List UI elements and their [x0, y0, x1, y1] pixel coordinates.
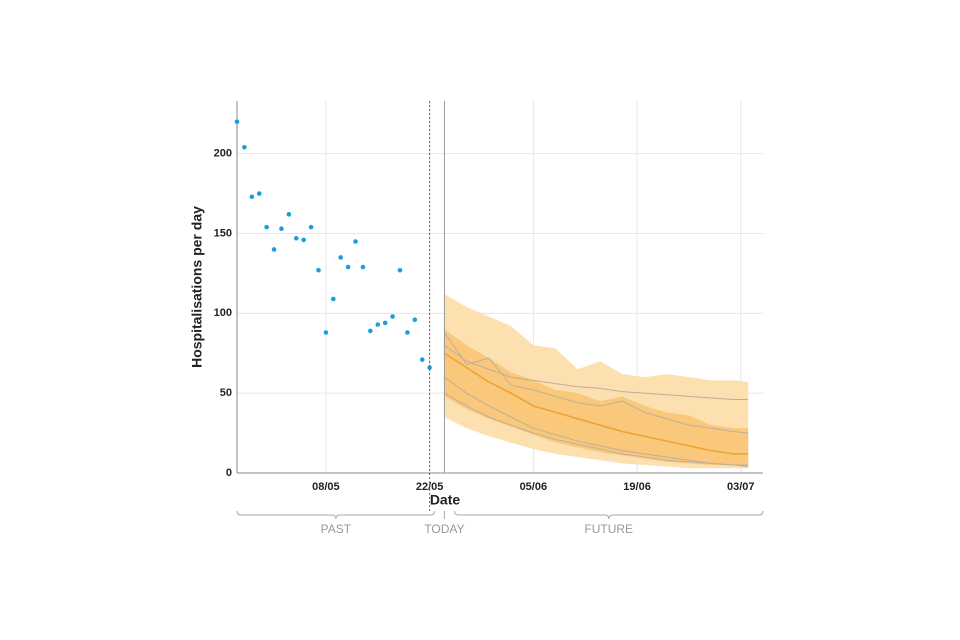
sample-line: [444, 392, 749, 468]
observed-point: [382, 320, 388, 326]
y-tick-label: 0: [226, 467, 232, 479]
future-bracket: [453, 510, 764, 520]
sample-line: [444, 344, 749, 401]
inner-band: [444, 329, 749, 467]
observed-point: [390, 314, 395, 319]
observed-point: [405, 330, 410, 335]
observed-point: [286, 212, 292, 217]
y-tick-label: 100: [214, 307, 232, 319]
observed-point: [234, 119, 240, 125]
observed-point: [249, 194, 255, 200]
sample-line: [444, 332, 749, 434]
sample-line: [444, 376, 749, 466]
observed-point: [338, 255, 344, 260]
observed-point: [242, 145, 247, 150]
annotation: PAST: [321, 522, 352, 536]
observed-point: [419, 357, 425, 362]
observed-point: [375, 322, 381, 327]
observed-point: [368, 328, 373, 334]
annotation: TODAY: [424, 522, 464, 536]
y-axis-label: Hospitalisations per day: [189, 206, 205, 368]
observed-point: [360, 264, 366, 270]
past-bracket: [236, 510, 436, 520]
y-tick-label: 50: [220, 387, 232, 399]
x-tick-label: 03/07: [727, 481, 755, 493]
y-tick-label: 150: [214, 227, 232, 239]
y-tick-label: 200: [214, 148, 232, 160]
observed-point: [279, 226, 284, 232]
observed-point: [271, 247, 277, 252]
observed-point: [293, 236, 299, 241]
observed-point: [256, 191, 262, 196]
x-tick-label: 19/06: [623, 481, 651, 493]
annotation: FUTURE: [584, 522, 633, 536]
x-tick-label: 08/05: [312, 481, 340, 493]
observed-point: [264, 224, 269, 230]
observed-point: [301, 237, 306, 243]
median-line: [444, 352, 749, 455]
observed-point: [412, 317, 418, 323]
observed-point: [316, 267, 321, 273]
observed-point: [323, 330, 329, 335]
x-tick-label: 05/06: [520, 481, 548, 493]
observed-point: [345, 264, 351, 270]
x-axis-label: Date: [430, 492, 461, 508]
observed-point: [397, 267, 403, 273]
observed-point: [353, 239, 358, 244]
observed-point: [308, 224, 314, 230]
observed-point: [331, 296, 336, 302]
observed-point: [427, 365, 432, 370]
